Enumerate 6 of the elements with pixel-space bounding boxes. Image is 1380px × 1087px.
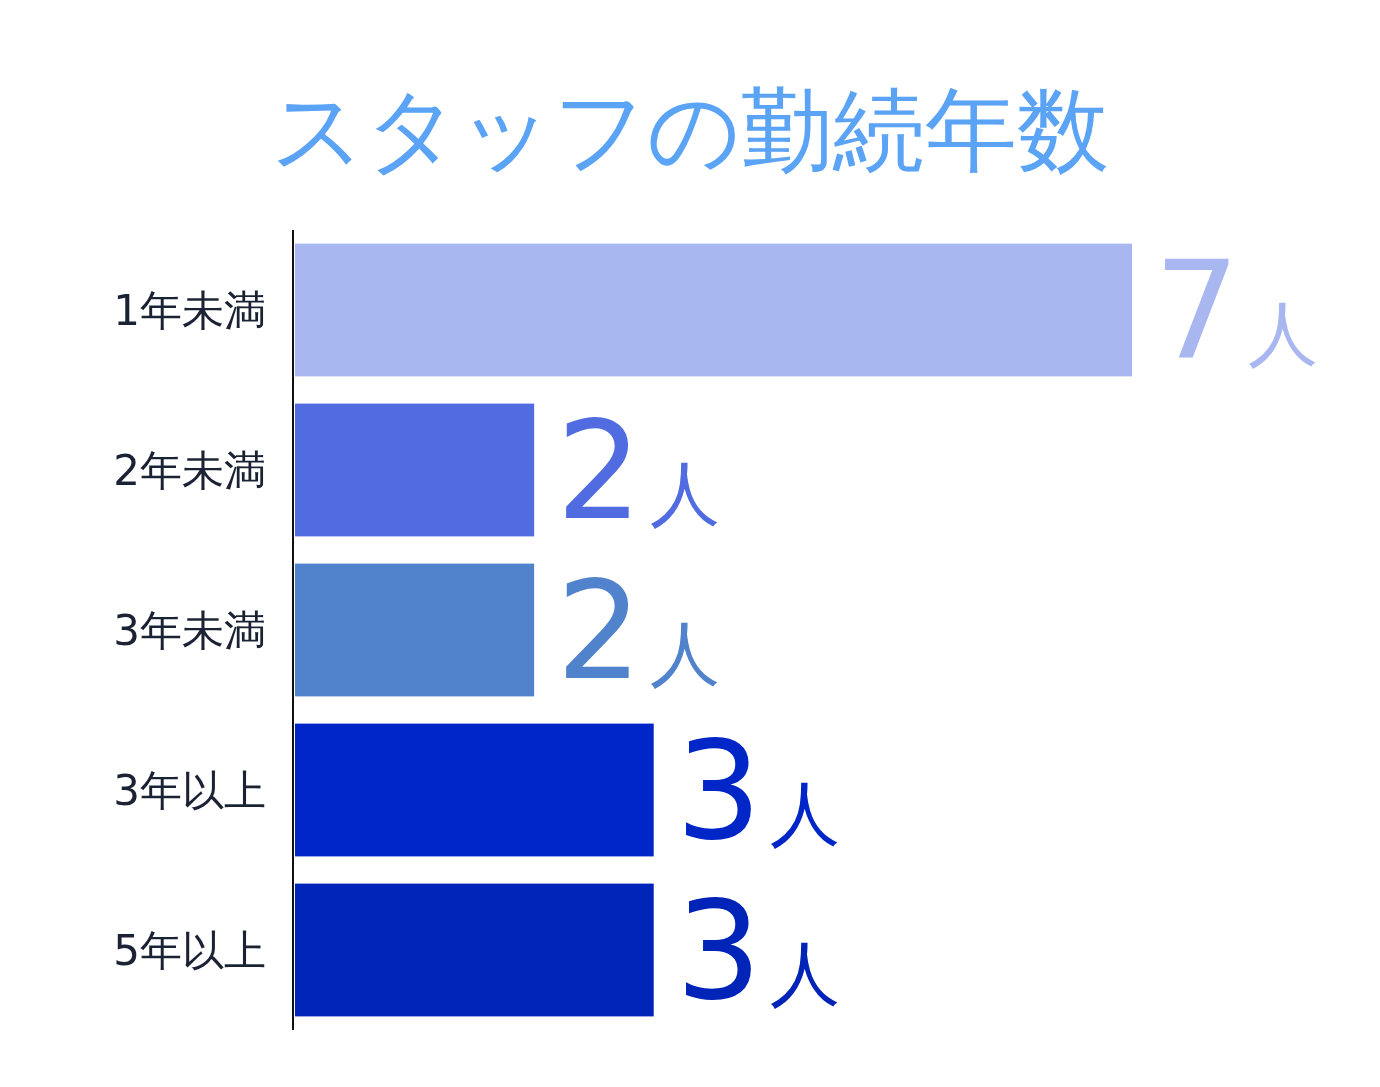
category-label: 3年以上 (113, 766, 266, 815)
category-label: 2年未満 (113, 446, 266, 495)
category-label: 3年未満 (113, 606, 266, 655)
category-label: 1年未満 (113, 286, 266, 335)
category-label: 5年以上 (113, 926, 266, 975)
title: スタッフの勤続年数 (271, 77, 1109, 184)
